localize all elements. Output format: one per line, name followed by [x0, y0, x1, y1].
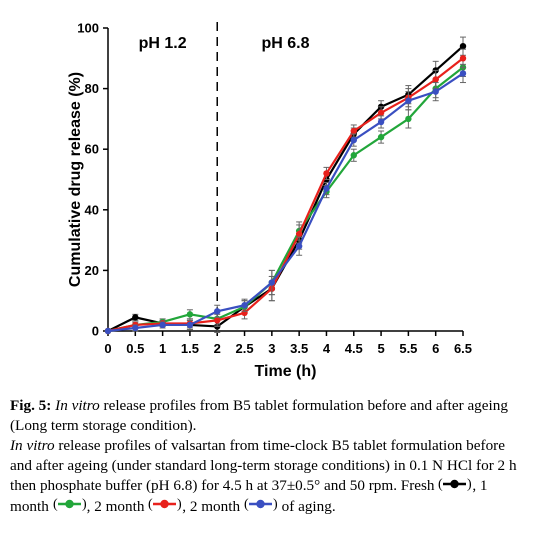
caption-body-italic: In vitro	[10, 437, 55, 454]
data-point	[350, 127, 357, 135]
x-tick-label: 0	[104, 341, 111, 356]
data-point	[377, 109, 385, 117]
legend-symbol-svg: ()	[244, 497, 278, 512]
data-point	[350, 152, 357, 159]
data-point	[159, 321, 166, 329]
x-tick-label: 1	[159, 341, 166, 356]
data-point	[323, 185, 330, 192]
data-point	[132, 314, 139, 321]
caption-sep-2: ,	[86, 497, 91, 515]
caption-title-rest: release profiles from B5 tablet formulat…	[10, 397, 508, 434]
x-tick-label: 5	[377, 341, 384, 356]
caption-sep-1: , 1 month	[10, 477, 488, 515]
legend-symbol-svg: ()	[53, 497, 87, 512]
data-point	[432, 76, 439, 83]
data-point	[214, 308, 221, 315]
data-point	[132, 324, 139, 332]
x-axis-title: Time (h)	[255, 363, 317, 380]
legend-fresh-icon: ()	[438, 477, 472, 497]
caption-line2-start: 2 month	[94, 497, 145, 515]
chart-labels: 0 20 40 60 80 100 0 0.5 1 1.5 2 2.5 3 3.5 4 4.5 5 5.5 6 6.5…	[67, 21, 472, 381]
data-point	[323, 170, 330, 177]
legend-symbol-svg: ()	[148, 497, 182, 512]
y-tick-label: 80	[85, 81, 99, 96]
legend-paren-close: )	[273, 497, 278, 511]
y-tick-label: 60	[85, 142, 99, 157]
data-point	[241, 302, 248, 309]
legend-2month-red-icon: ()	[148, 497, 182, 517]
x-tick-label: 1.5	[181, 341, 199, 356]
legend-paren-open: (	[438, 477, 443, 491]
series-line	[107, 72, 464, 333]
x-tick-label: 2	[214, 341, 221, 356]
data-point	[186, 321, 194, 329]
data-point	[432, 88, 439, 95]
series-line	[107, 66, 464, 333]
data-point	[295, 242, 303, 250]
series-0	[104, 36, 467, 335]
legend-paren-open: (	[53, 497, 58, 511]
caption-title: Fig. 5: In vitro release profiles from B…	[10, 396, 530, 436]
data-point	[405, 97, 412, 104]
data-point	[104, 327, 112, 335]
legend-paren-close: )	[177, 497, 182, 511]
caption-body-rest: release profiles of valsartan from time-…	[10, 437, 517, 494]
y-tick-label: 100	[77, 21, 99, 36]
legend-dot	[160, 499, 169, 509]
release-profile-chart: 0 20 40 60 80 100 0 0.5 1 1.5 2 2.5 3 3.5 4 4.5 5 5.5 6 6.5…	[67, 21, 472, 381]
y-tick-label: 20	[85, 263, 99, 278]
legend-paren-open: (	[148, 497, 153, 511]
legend-paren-close: )	[82, 497, 87, 511]
data-point	[377, 133, 385, 141]
series-line	[107, 57, 464, 333]
x-tick-label: 4	[323, 341, 331, 356]
x-tick-label: 0.5	[126, 341, 144, 356]
data-point	[214, 317, 221, 324]
data-point	[405, 115, 412, 123]
legend-dot	[64, 499, 74, 509]
x-tick-label: 6	[432, 341, 439, 356]
x-tick-label: 2.5	[235, 341, 253, 356]
figure-caption: Fig. 5: In vitro release profiles from B…	[10, 396, 530, 517]
y-axis-title: Cumulative drug release (%)	[67, 72, 84, 287]
legend-2month-blue-icon: ()	[244, 497, 278, 517]
caption-sep-3: , 2 month	[182, 497, 241, 515]
x-tick-label: 5.5	[399, 341, 417, 356]
data-point	[295, 230, 303, 238]
y-tick-label: 40	[85, 202, 99, 217]
legend-paren-close: )	[467, 477, 472, 491]
data-point	[350, 136, 357, 144]
legend-paren-open: (	[244, 497, 249, 511]
data-point	[459, 70, 467, 77]
ph-buffer-label: pH 6.8	[261, 35, 309, 52]
fig-label: Fig. 5:	[10, 397, 52, 414]
x-tick-label: 4.5	[345, 341, 363, 356]
legend-symbol-svg: ()	[438, 477, 472, 492]
series-3	[104, 63, 467, 335]
data-point	[459, 55, 467, 62]
caption-body: In vitro release profiles of valsartan f…	[10, 436, 530, 517]
caption-tail: of aging.	[277, 497, 336, 515]
caption-title-italic: In vitro	[55, 397, 100, 414]
x-tick-label: 3.5	[290, 341, 308, 356]
x-tick-label: 6.5	[454, 341, 472, 356]
data-point	[459, 42, 467, 50]
legend-dot	[450, 479, 460, 488]
legend-dot	[256, 499, 265, 509]
data-point	[268, 279, 276, 286]
series-layer	[104, 36, 467, 335]
x-tick-label: 3	[268, 341, 275, 356]
y-tick-label: 0	[92, 324, 99, 339]
ph-acid-label: pH 1.2	[139, 35, 187, 52]
data-point	[377, 118, 385, 126]
chart-axes	[103, 27, 464, 336]
data-point	[186, 311, 194, 318]
legend-1month-icon: ()	[53, 497, 87, 517]
